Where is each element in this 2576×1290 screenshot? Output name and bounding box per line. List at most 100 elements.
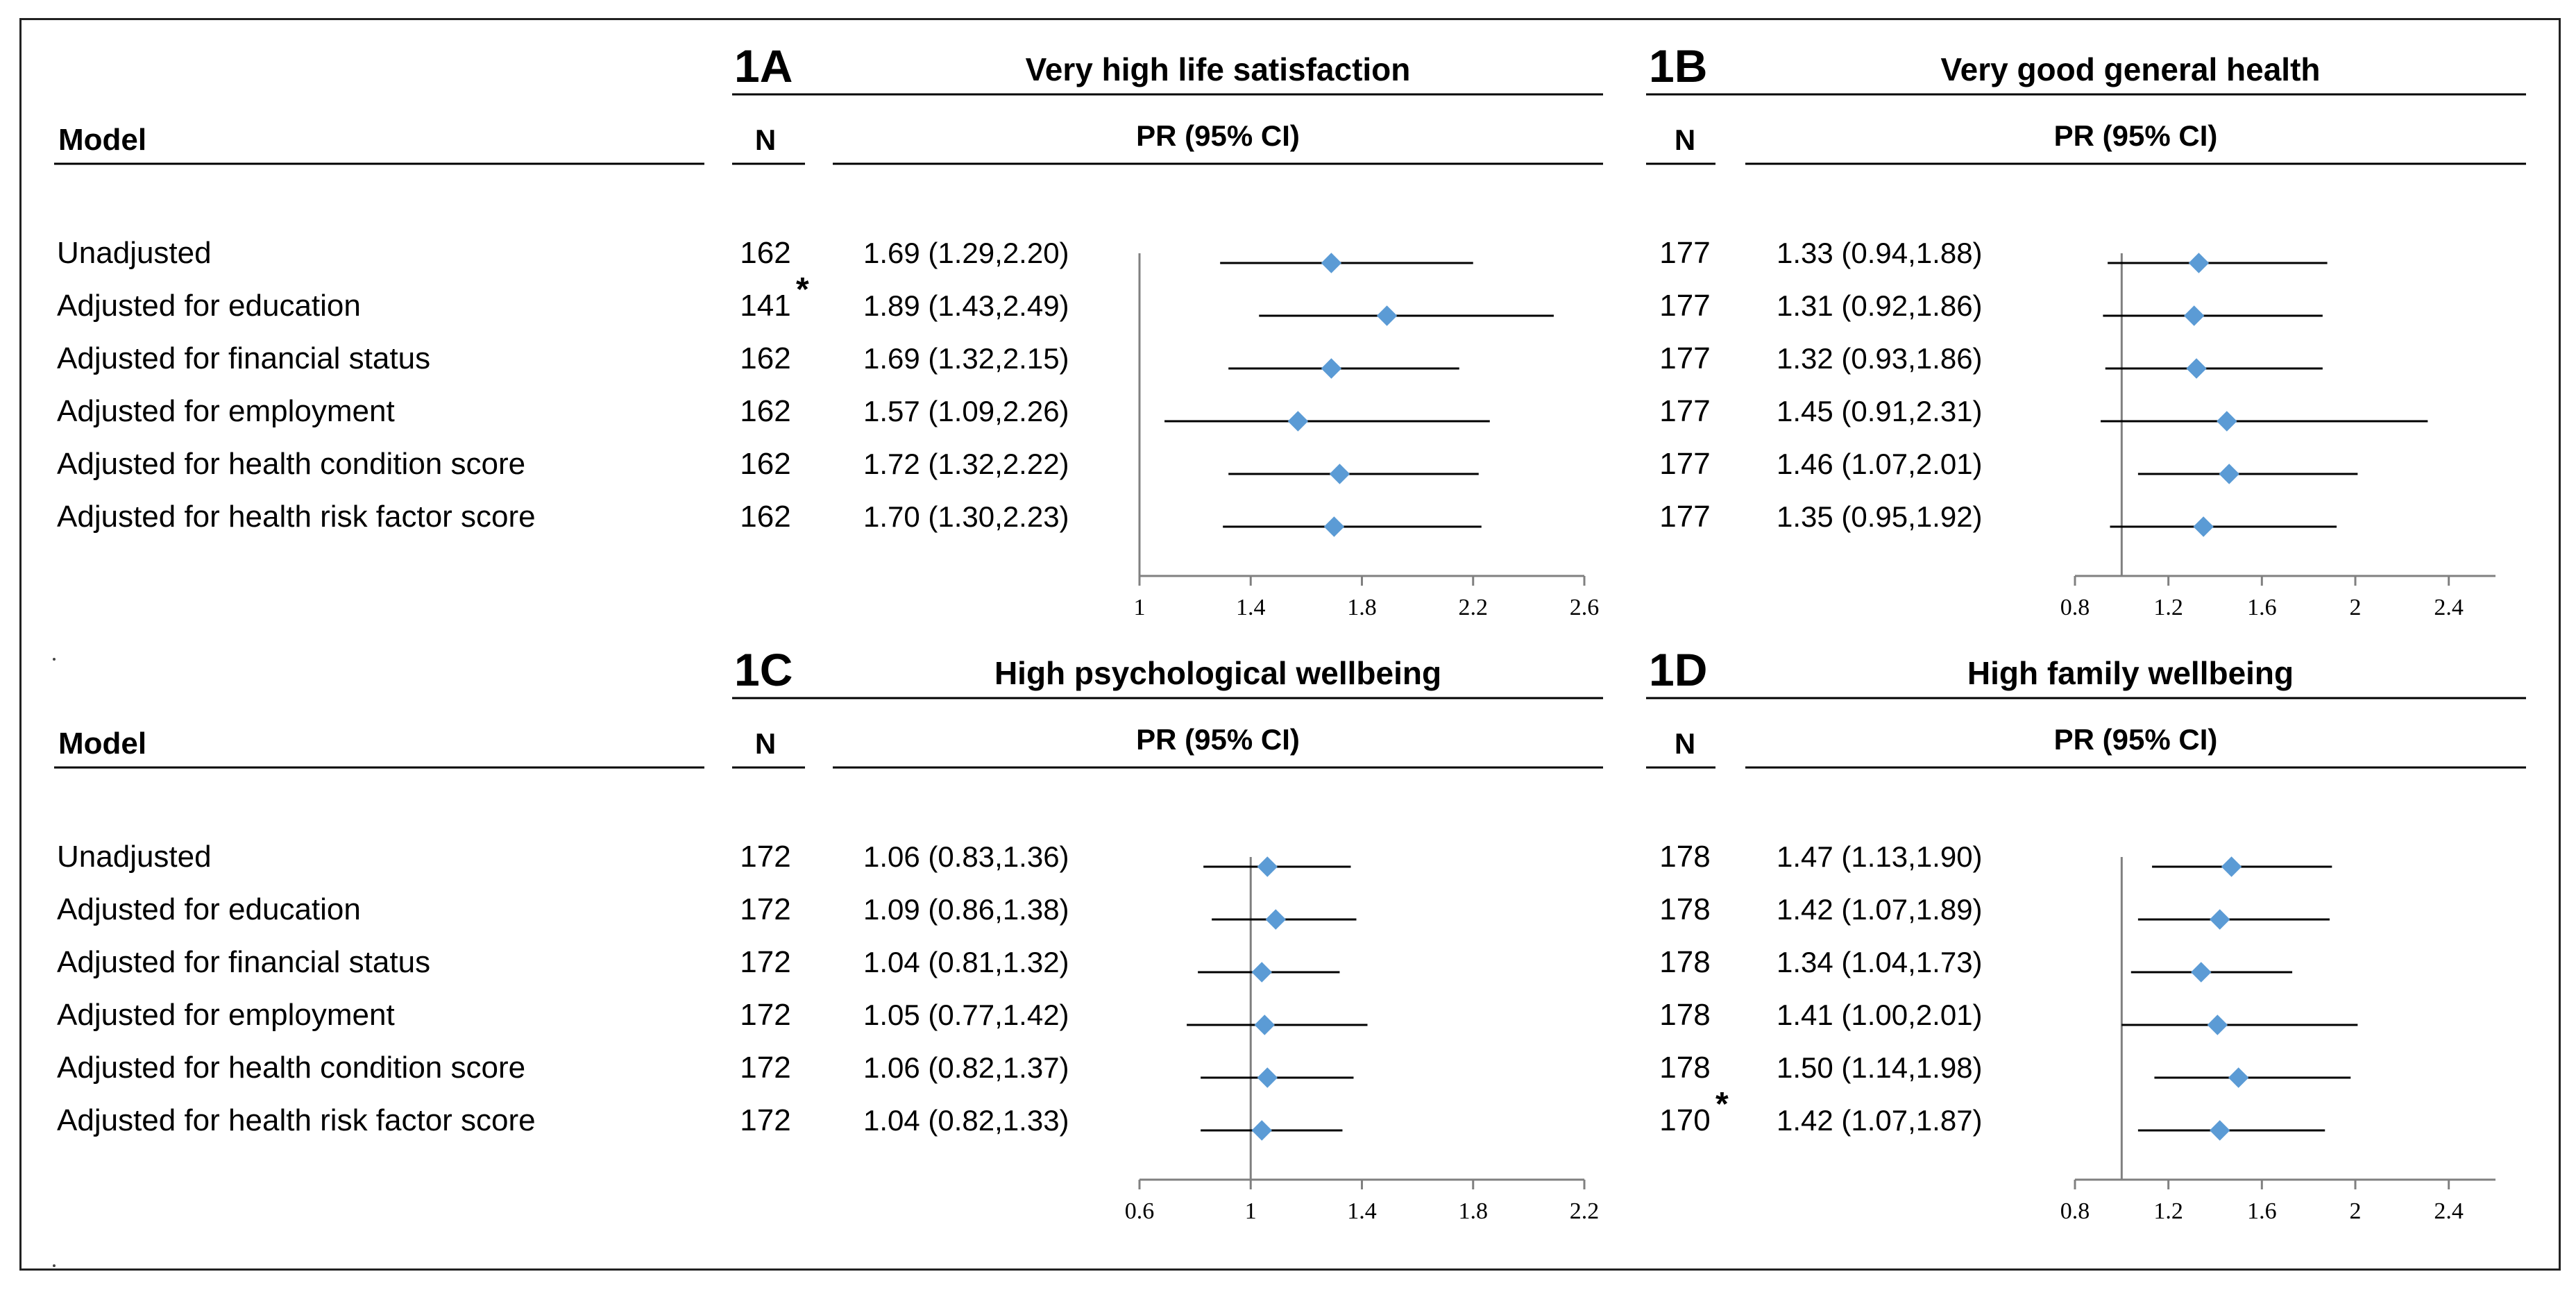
x-tick-label: 1.4	[1236, 595, 1266, 620]
ci-text: 1.33 (0.94,1.88)	[1777, 237, 1983, 269]
pr-header: PR (95% CI)	[1136, 723, 1300, 756]
x-tick-label: 0.8	[2060, 1198, 2090, 1224]
x-tick-label: 1.6	[2247, 1198, 2277, 1224]
x-tick-label: 1.2	[2153, 595, 2183, 620]
n-header: N	[1675, 727, 1695, 760]
pr-point	[1251, 962, 1272, 983]
n-value: 170	[1659, 1103, 1710, 1137]
panel-title: Very good general health	[1940, 51, 2320, 87]
n-header: N	[755, 727, 776, 760]
pr-point	[1323, 516, 1345, 537]
pr-point	[2186, 358, 2207, 379]
pr-point	[2191, 962, 2212, 983]
panel-label: 1C	[734, 644, 793, 695]
n-value: 172	[740, 892, 790, 926]
n-value: 162	[740, 447, 790, 481]
n-value: 177	[1659, 500, 1710, 534]
pr-point	[2210, 1120, 2230, 1141]
model-header: Model	[58, 123, 146, 157]
x-tick-label: 2.2	[1459, 595, 1489, 620]
ci-text: 1.89 (1.43,2.49)	[863, 289, 1069, 322]
x-tick-label: 1	[1134, 595, 1146, 620]
row-label: Adjusted for health risk factor score	[57, 500, 536, 534]
ci-text: 1.31 (0.92,1.86)	[1777, 289, 1983, 322]
ci-text: 1.45 (0.91,2.31)	[1777, 395, 1983, 427]
ci-text: 1.09 (0.86,1.38)	[863, 893, 1069, 926]
pr-point	[2188, 253, 2210, 273]
model-header: Model	[58, 727, 146, 761]
row-label: Adjusted for health condition score	[57, 447, 525, 481]
ci-text: 1.57 (1.09,2.26)	[863, 395, 1069, 427]
row-label: Adjusted for health condition score	[57, 1051, 525, 1085]
row-label: Adjusted for financial status	[57, 945, 430, 979]
ci-text: 1.05 (0.77,1.42)	[863, 999, 1069, 1031]
ci-text: 1.06 (0.82,1.37)	[863, 1051, 1069, 1084]
pr-header: PR (95% CI)	[2054, 119, 2218, 152]
ci-text: 1.46 (1.07,2.01)	[1777, 448, 1983, 480]
panel-label: 1A	[734, 40, 793, 92]
row-label: Adjusted for employment	[57, 998, 395, 1032]
ci-text: 1.04 (0.81,1.32)	[863, 946, 1069, 978]
x-tick-label: 1.8	[1347, 595, 1377, 620]
pr-point	[1254, 1015, 1275, 1035]
ci-text: 1.04 (0.82,1.33)	[863, 1104, 1069, 1137]
pr-point	[2217, 411, 2237, 432]
n-header: N	[1675, 124, 1695, 156]
stray-dot	[53, 658, 56, 661]
n-value: 162	[740, 394, 790, 428]
n-value: 177	[1659, 341, 1710, 375]
x-tick-label: 2.6	[1570, 595, 1600, 620]
n-value: 172	[740, 998, 790, 1032]
n-value: 177	[1659, 447, 1710, 481]
n-value: 172	[740, 840, 790, 874]
x-tick-label: 2	[2350, 1198, 2362, 1224]
x-tick-label: 1.2	[2153, 1198, 2183, 1224]
ci-text: 1.32 (0.93,1.86)	[1777, 342, 1983, 375]
pr-point	[1257, 856, 1278, 877]
n-header: N	[755, 124, 776, 156]
x-tick-label: 2.4	[2434, 1198, 2464, 1224]
row-label: Adjusted for financial status	[57, 341, 430, 375]
n-value: 162	[740, 341, 790, 375]
row-label: Unadjusted	[57, 236, 212, 270]
x-tick-label: 1.6	[2247, 595, 2277, 620]
panel-title: Very high life satisfaction	[1026, 51, 1411, 87]
ci-text: 1.72 (1.32,2.22)	[863, 448, 1069, 480]
ci-text: 1.42 (1.07,1.87)	[1777, 1104, 1983, 1137]
ci-text: 1.70 (1.30,2.23)	[863, 500, 1069, 533]
x-tick-label: 1	[1245, 1198, 1257, 1224]
pr-header: PR (95% CI)	[2054, 723, 2218, 756]
ci-text: 1.69 (1.32,2.15)	[863, 342, 1069, 375]
n-value: 172	[740, 945, 790, 979]
x-tick-label: 1.4	[1347, 1198, 1377, 1224]
pr-point	[2183, 305, 2205, 326]
n-value: 177	[1659, 394, 1710, 428]
x-tick-label: 2.2	[1570, 1198, 1600, 1224]
n-value: 141	[740, 289, 790, 323]
ci-text: 1.69 (1.29,2.20)	[863, 237, 1069, 269]
row-label: Adjusted for health risk factor score	[57, 1103, 536, 1137]
n-value: 162	[740, 236, 790, 270]
ci-text: 1.06 (0.83,1.36)	[863, 840, 1069, 873]
n-value: 177	[1659, 289, 1710, 323]
pr-point	[1287, 411, 1309, 432]
pr-point	[1376, 305, 1398, 326]
pr-point	[2221, 856, 2242, 877]
n-value: 178	[1659, 998, 1710, 1032]
n-value: 178	[1659, 892, 1710, 926]
pr-point	[1329, 464, 1350, 484]
pr-point	[1265, 909, 1287, 930]
n-value: 178	[1659, 945, 1710, 979]
ci-text: 1.42 (1.07,1.89)	[1777, 893, 1983, 926]
panel-title: High psychological wellbeing	[994, 655, 1441, 691]
pr-point	[1321, 253, 1342, 273]
n-value: 162	[740, 500, 790, 534]
stray-dot	[53, 1264, 56, 1267]
pr-point	[1321, 358, 1342, 379]
row-label: Unadjusted	[57, 840, 212, 874]
panel-label: 1B	[1649, 40, 1707, 92]
pr-point	[1251, 1120, 1272, 1141]
x-tick-label: 0.6	[1125, 1198, 1155, 1224]
x-tick-label: 0.8	[2060, 595, 2090, 620]
